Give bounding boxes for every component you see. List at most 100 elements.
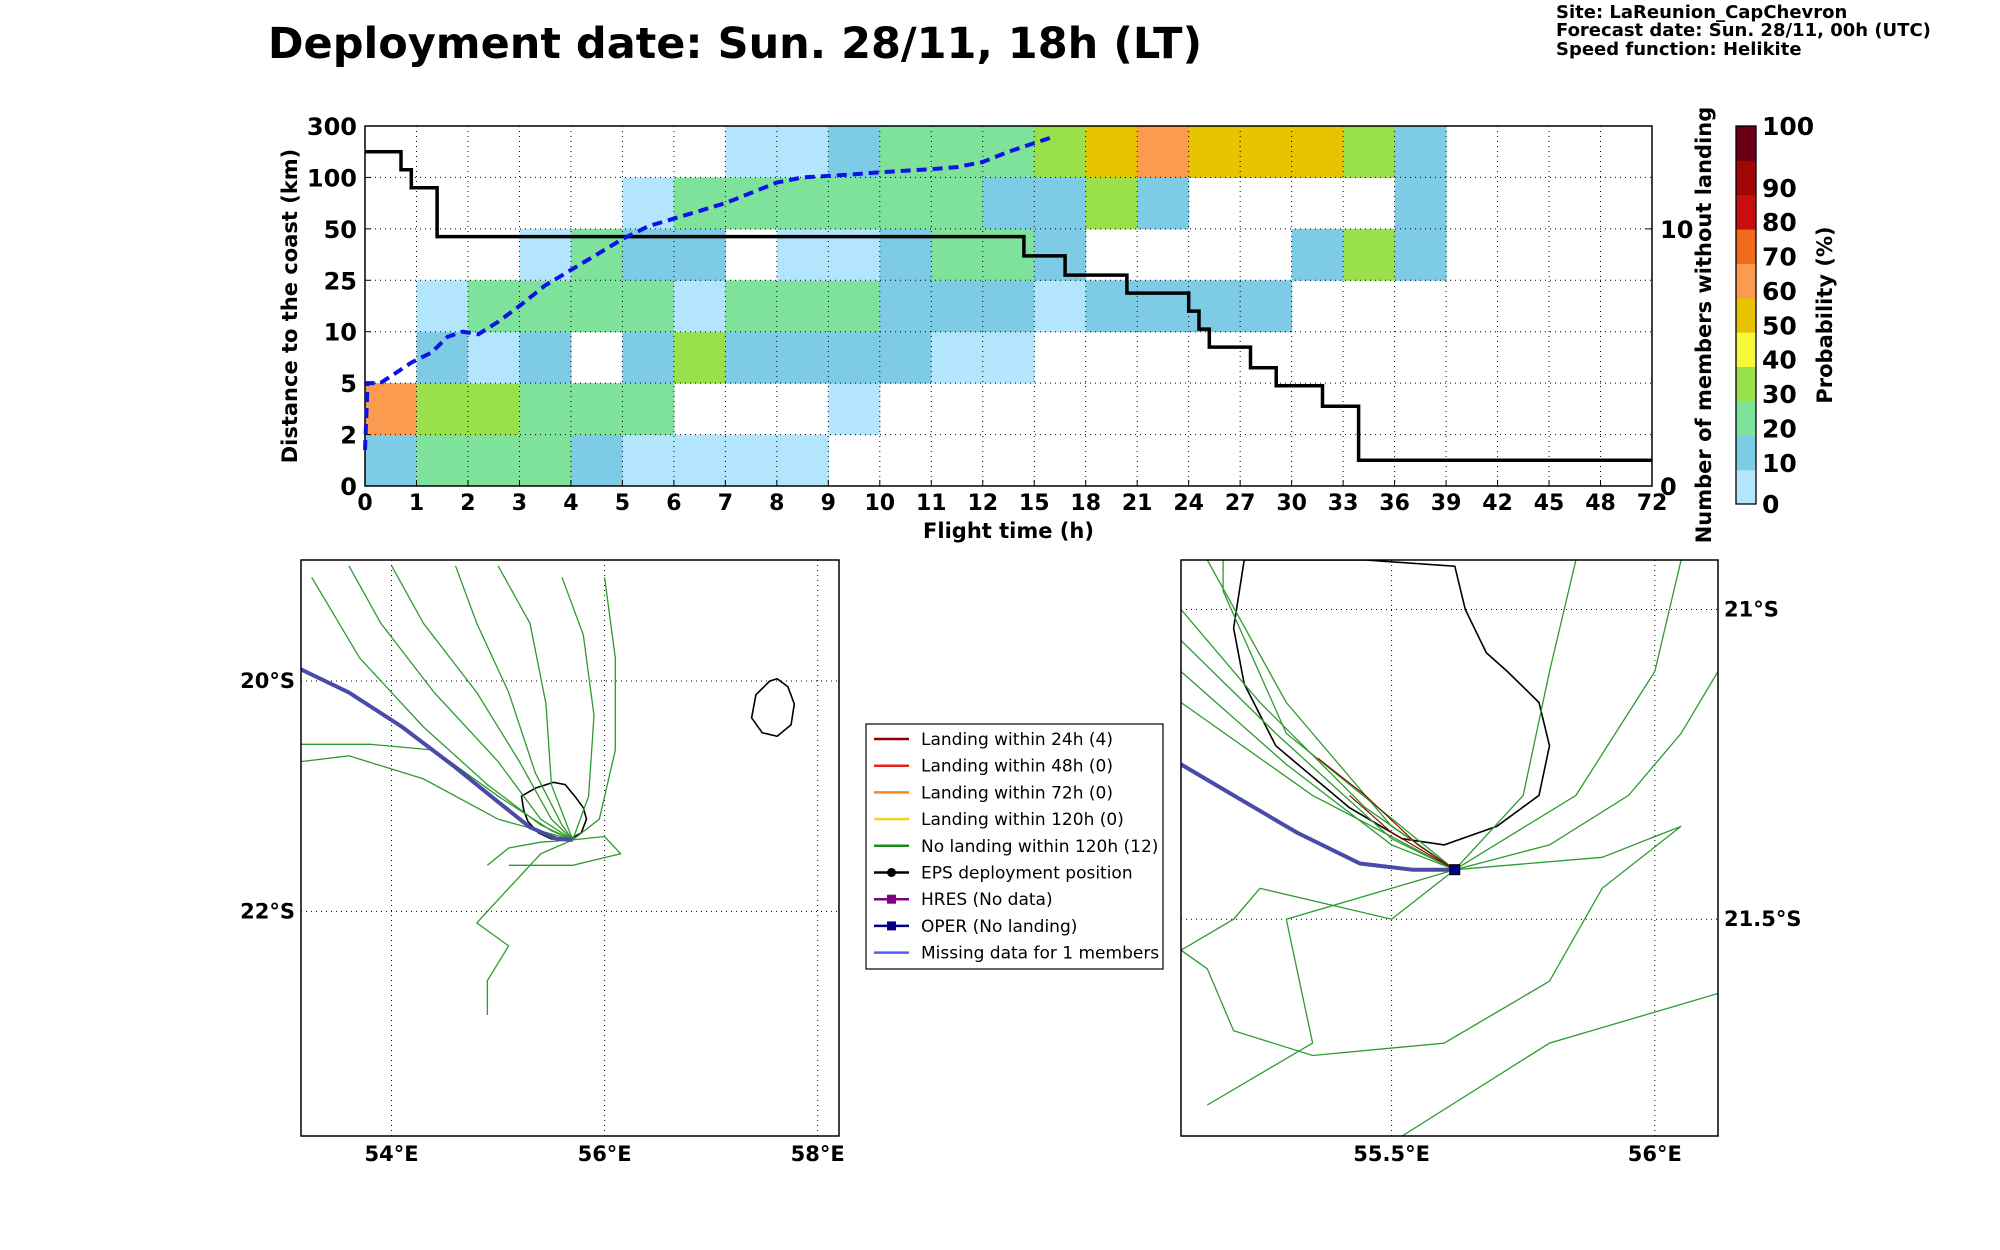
heatmap-cell [622,280,675,333]
heatmap-cell [828,331,881,384]
map-zoom: 55.5°E 56°E 21°S 21.5°S [1180,559,1801,1166]
legend-label: Landing within 48h (0) [921,757,1113,777]
heatmap-cell [365,383,417,436]
member-trajectory [1181,825,1682,1057]
heatmap-cell [467,383,520,436]
x-tick-label: 45 [1534,491,1565,516]
x-tick-label: 11 [916,491,947,516]
colorbar-tick-label: 0 [1762,490,1779,519]
legend-label: Landing within 24h (4) [921,730,1113,750]
heatmap-cell [416,434,469,487]
legend-label: OPER (No landing) [921,917,1077,937]
y-tick-label: 2 [340,422,357,450]
y-tick-label: 100 [307,164,357,192]
member-trajectory [497,565,574,841]
heatmap-cell [1240,126,1293,178]
x-tick-label: 27 [1225,491,1256,516]
legend-marker [887,921,896,931]
colorbar-tick-label: 10 [1762,449,1797,478]
heatmap-cell [1188,126,1241,178]
member-trajectory [561,577,595,841]
x-tick-label: 18 [1070,491,1101,516]
x-tick-label: 10 [864,491,895,516]
map-lon-label: 55.5°E [1353,1142,1430,1166]
heatmap-cell [725,126,778,178]
member-trajectory [1222,560,1456,871]
heatmap-cell [879,280,932,333]
heatmap-cell [1291,228,1344,281]
heatmap-cell [776,331,829,384]
colorbar-segment [1736,126,1756,161]
heatmap-cell [1394,228,1447,281]
x-tick-label: 9 [821,491,836,516]
legend-label: Landing within 120h (0) [921,810,1124,830]
heatmap-cell [828,126,881,178]
member-trajectory [311,576,573,841]
colorbar-frame [1735,125,1757,505]
y2-tick-label: 0 [1660,473,1677,501]
member-trajectory [348,565,574,841]
heatmap-cell [570,280,623,333]
map-lat-label: 21°S [1724,598,1779,622]
heatmap-cell [673,177,726,230]
member-trajectory [1181,869,1456,951]
map-lon-label: 54°E [365,1142,419,1166]
landing-trajectory [1317,757,1456,871]
landing-trajectory [1349,794,1456,871]
heatmap-cell [828,177,881,230]
member-trajectory [454,565,574,841]
map-lon-label: 56°E [1628,1142,1682,1166]
member-trajectory [1206,869,1455,1106]
site-info: Site: LaReunion_CapChevron [1556,2,1847,23]
colorbar-segment [1736,332,1756,368]
heatmap-cell [673,331,726,384]
heatmap-cell [776,434,829,487]
x-tick-label: 12 [967,491,998,516]
y-tick-label: 0 [340,473,357,501]
x-tick-label: 5 [615,491,630,516]
heatmap-cell [931,280,984,333]
x-tick-label: 30 [1276,491,1307,516]
y-tick-label: 300 [307,113,357,141]
x-tick-label: 2 [460,491,475,516]
heatmap-cell [622,383,675,436]
heatmap-cell [1394,126,1447,178]
heatmap-cell [416,280,469,333]
x-tick-label: 7 [718,491,733,516]
member-trajectory [1181,701,1456,871]
main-title: Deployment date: Sun. 28/11, 18h (LT) [268,19,1202,69]
y2-axis-label: Number of members without landing [1692,107,1716,544]
x-tick-label: 4 [563,491,578,516]
heatmap-cell [931,177,984,230]
heatmap-cell [1343,228,1396,281]
heatmap-cell [982,126,1035,178]
distance-dashed-line [363,134,1056,451]
colorbar-tick-label: 80 [1762,208,1797,237]
map-overview: 54°E 56°E 58°E 20°S 22°S [240,559,845,1166]
heatmap-cell [1085,280,1138,333]
heatmap-cell [570,434,623,487]
heatmap-cell [467,434,520,487]
x-tick-label: 0 [357,491,372,516]
heatmap-cell [519,331,572,384]
heatmap-cell [1291,126,1344,178]
x-tick-label: 21 [1122,491,1153,516]
heatmap-cell [622,434,675,487]
heatmap-cell [570,383,623,436]
map-content [1181,560,1718,1136]
deployment-marker [1449,864,1461,876]
x-tick-label: 42 [1482,491,1513,516]
heatmap-cell [982,177,1035,230]
member-trajectory [1181,671,1456,871]
member-trajectory [1401,992,1718,1136]
legend: Landing within 24h (4) Landing within 48h… [865,723,1164,970]
x-tick-label: 1 [409,491,424,516]
colorbar-segment [1736,229,1756,264]
heatmap-cell [725,434,778,487]
heatmap-cell [1034,177,1087,230]
member-trajectory [475,839,573,1015]
heatmap-cell [519,383,572,436]
x-tick-label: 39 [1431,491,1462,516]
heatmap-cell [828,280,881,333]
heatmap-cell [1085,177,1138,230]
